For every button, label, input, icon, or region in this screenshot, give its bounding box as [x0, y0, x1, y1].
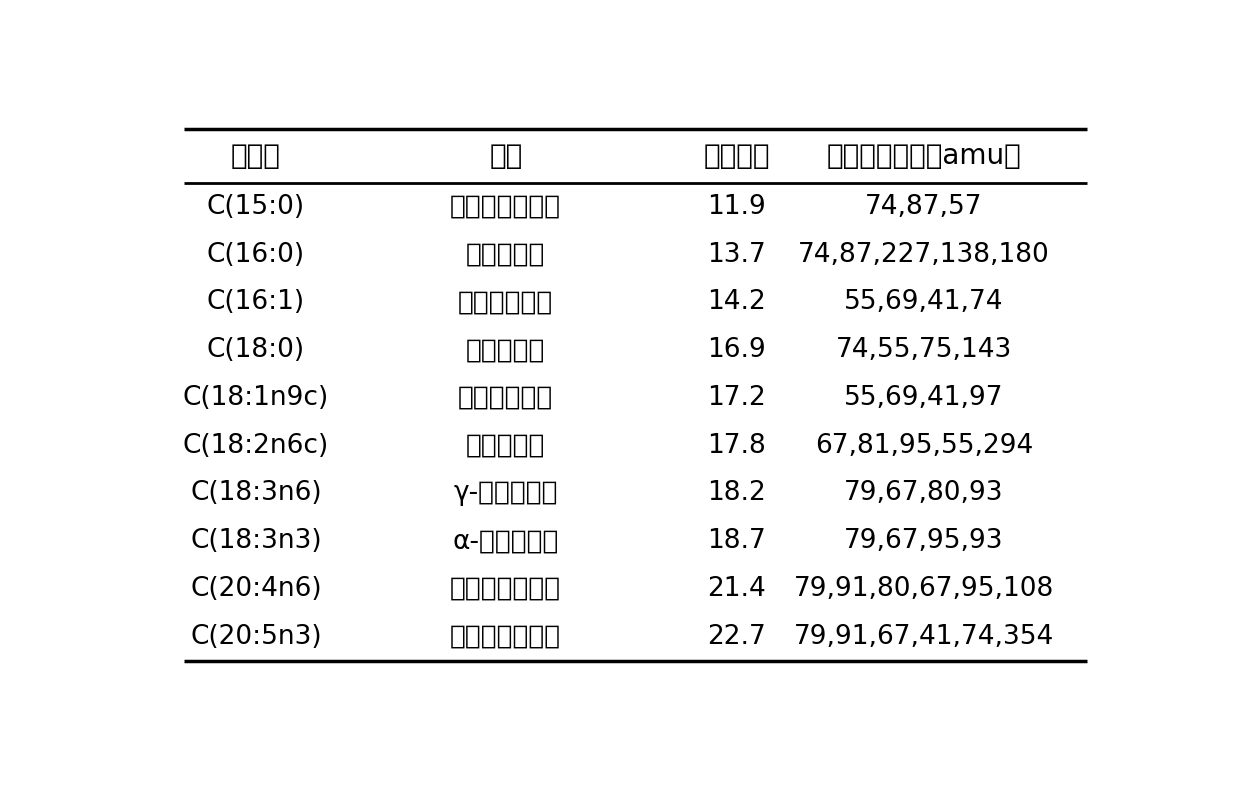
Text: 22.7: 22.7	[707, 623, 766, 649]
Text: 化合物: 化合物	[231, 142, 280, 170]
Text: C(20:4n6): C(20:4n6)	[190, 576, 321, 602]
Text: 名称: 名称	[489, 142, 522, 170]
Text: 棕榈酸甲酯: 棕榈酸甲酯	[466, 242, 546, 268]
Text: 棕榈油酸甲酯: 棕榈油酸甲酯	[458, 289, 553, 315]
Text: 13.7: 13.7	[707, 242, 766, 268]
Text: C(18:3n6): C(18:3n6)	[190, 481, 321, 507]
Text: 17.2: 17.2	[707, 385, 766, 411]
Text: C(16:0): C(16:0)	[207, 242, 305, 268]
Text: C(18:1n9c): C(18:1n9c)	[182, 385, 329, 411]
Text: 79,67,95,93: 79,67,95,93	[844, 528, 1003, 554]
Text: 14.2: 14.2	[707, 289, 766, 315]
Text: 74,87,57: 74,87,57	[866, 194, 982, 220]
Text: 二十五烯酸甲酯: 二十五烯酸甲酯	[450, 623, 562, 649]
Text: α-亚麻酸甲酯: α-亚麻酸甲酯	[453, 528, 559, 554]
Text: C(15:0): C(15:0)	[207, 194, 305, 220]
Text: 花生四烯酸甲酯: 花生四烯酸甲酯	[450, 576, 562, 602]
Text: 定性定量离子（amu）: 定性定量离子（amu）	[826, 142, 1022, 170]
Text: 74,55,75,143: 74,55,75,143	[836, 337, 1012, 363]
Text: 保留时间: 保留时间	[703, 142, 770, 170]
Text: γ-亚油酸甲酯: γ-亚油酸甲酯	[454, 481, 558, 507]
Text: 十八烯酸甲酯: 十八烯酸甲酯	[458, 385, 553, 411]
Text: 67,81,95,55,294: 67,81,95,55,294	[815, 433, 1033, 459]
Text: C(18:3n3): C(18:3n3)	[190, 528, 321, 554]
Text: 16.9: 16.9	[707, 337, 766, 363]
Text: 55,69,41,74: 55,69,41,74	[844, 289, 1003, 315]
Text: 79,91,67,41,74,354: 79,91,67,41,74,354	[794, 623, 1054, 649]
Text: 79,67,80,93: 79,67,80,93	[844, 481, 1003, 507]
Text: 21.4: 21.4	[707, 576, 766, 602]
Text: 十五碳烷酸甲酯: 十五碳烷酸甲酯	[450, 194, 562, 220]
Text: C(20:5n3): C(20:5n3)	[190, 623, 321, 649]
Text: 74,87,227,138,180: 74,87,227,138,180	[797, 242, 1050, 268]
Text: 79,91,80,67,95,108: 79,91,80,67,95,108	[794, 576, 1054, 602]
Text: 18.7: 18.7	[707, 528, 766, 554]
Text: C(18:0): C(18:0)	[207, 337, 305, 363]
Text: 17.8: 17.8	[707, 433, 766, 459]
Text: 55,69,41,97: 55,69,41,97	[844, 385, 1003, 411]
Text: 硬脂酸甲酯: 硬脂酸甲酯	[466, 337, 546, 363]
Text: C(16:1): C(16:1)	[207, 289, 305, 315]
Text: 18.2: 18.2	[707, 481, 766, 507]
Text: C(18:2n6c): C(18:2n6c)	[182, 433, 329, 459]
Text: 亚油酸甲酯: 亚油酸甲酯	[466, 433, 546, 459]
Text: 11.9: 11.9	[707, 194, 766, 220]
